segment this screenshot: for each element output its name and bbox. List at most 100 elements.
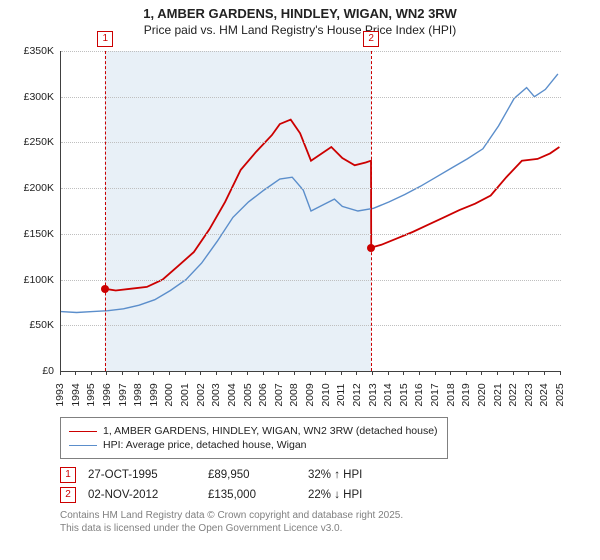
- event-delta: 22% ↓ HPI: [308, 489, 428, 501]
- x-tick-mark: [528, 371, 529, 375]
- x-tick-mark: [419, 371, 420, 375]
- x-tick-mark: [91, 371, 92, 375]
- legend-swatch: [69, 431, 97, 432]
- x-tick-label: 2006: [257, 383, 269, 406]
- x-tick-mark: [481, 371, 482, 375]
- x-tick-mark: [356, 371, 357, 375]
- event-row: 127-OCT-1995£89,95032% ↑ HPI: [60, 467, 600, 483]
- x-tick-mark: [247, 371, 248, 375]
- event-price: £135,000: [208, 489, 308, 501]
- gridline: [61, 97, 561, 98]
- x-tick-label: 2009: [304, 383, 316, 406]
- x-tick-label: 2017: [429, 383, 441, 406]
- event-marker-label: 1: [97, 31, 113, 47]
- gridline: [61, 325, 561, 326]
- x-tick-mark: [278, 371, 279, 375]
- x-tick-mark: [435, 371, 436, 375]
- x-tick-label: 1999: [148, 383, 160, 406]
- x-tick-mark: [106, 371, 107, 375]
- x-tick-mark: [153, 371, 154, 375]
- x-tick-mark: [216, 371, 217, 375]
- x-tick-label: 1995: [85, 383, 97, 406]
- x-tick-label: 2004: [226, 383, 238, 406]
- legend-row: 1, AMBER GARDENS, HINDLEY, WIGAN, WN2 3R…: [69, 425, 439, 437]
- x-tick-mark: [310, 371, 311, 375]
- legend-swatch: [69, 445, 97, 446]
- event-delta: 32% ↑ HPI: [308, 469, 428, 481]
- chart-area: £0£50K£100K£150K£200K£250K£300K£350K 12 …: [10, 41, 570, 411]
- x-tick-mark: [75, 371, 76, 375]
- chart-container: 1, AMBER GARDENS, HINDLEY, WIGAN, WN2 3R…: [0, 0, 600, 560]
- x-tick-label: 1997: [117, 383, 129, 406]
- x-tick-mark: [169, 371, 170, 375]
- gridline: [61, 188, 561, 189]
- gridline: [61, 51, 561, 52]
- x-tick-label: 2020: [476, 383, 488, 406]
- x-tick-mark: [294, 371, 295, 375]
- x-tick-mark: [325, 371, 326, 375]
- event-date: 02-NOV-2012: [88, 489, 208, 501]
- x-tick-label: 2019: [460, 383, 472, 406]
- x-tick-mark: [403, 371, 404, 375]
- x-tick-label: 1994: [70, 383, 82, 406]
- x-tick-label: 2014: [382, 383, 394, 406]
- x-tick-label: 2021: [492, 383, 504, 406]
- x-tick-label: 2005: [242, 383, 254, 406]
- y-tick-label: £50K: [10, 319, 54, 331]
- x-tick-mark: [450, 371, 451, 375]
- x-tick-label: 2002: [195, 383, 207, 406]
- chart-title: 1, AMBER GARDENS, HINDLEY, WIGAN, WN2 3R…: [0, 0, 600, 21]
- x-tick-label: 1993: [54, 383, 66, 406]
- x-tick-label: 2003: [210, 383, 222, 406]
- footer-line-1: Contains HM Land Registry data © Crown c…: [60, 509, 600, 522]
- chart-subtitle: Price paid vs. HM Land Registry's House …: [0, 21, 600, 41]
- event-date: 27-OCT-1995: [88, 469, 208, 481]
- legend-row: HPI: Average price, detached house, Wiga…: [69, 439, 439, 451]
- y-tick-label: £300K: [10, 91, 54, 103]
- x-tick-label: 2025: [554, 383, 566, 406]
- x-tick-label: 1998: [132, 383, 144, 406]
- x-tick-label: 2024: [538, 383, 550, 406]
- footer-note: Contains HM Land Registry data © Crown c…: [60, 509, 600, 535]
- x-tick-label: 2013: [367, 383, 379, 406]
- y-tick-label: £250K: [10, 136, 54, 148]
- y-tick-label: £350K: [10, 45, 54, 57]
- x-tick-label: 2000: [163, 383, 175, 406]
- x-tick-mark: [263, 371, 264, 375]
- plot-svg: [61, 51, 561, 371]
- x-tick-mark: [60, 371, 61, 375]
- x-tick-mark: [466, 371, 467, 375]
- x-tick-label: 2022: [507, 383, 519, 406]
- event-dot: [367, 244, 375, 252]
- x-tick-label: 2008: [288, 383, 300, 406]
- y-tick-label: £100K: [10, 274, 54, 286]
- x-tick-label: 2007: [273, 383, 285, 406]
- legend-box: 1, AMBER GARDENS, HINDLEY, WIGAN, WN2 3R…: [60, 417, 448, 459]
- x-tick-label: 1996: [101, 383, 113, 406]
- x-tick-mark: [544, 371, 545, 375]
- y-tick-label: £200K: [10, 182, 54, 194]
- x-tick-mark: [372, 371, 373, 375]
- x-tick-label: 2001: [179, 383, 191, 406]
- x-tick-mark: [122, 371, 123, 375]
- gridline: [61, 234, 561, 235]
- gridline: [61, 142, 561, 143]
- sale-events-table: 127-OCT-1995£89,95032% ↑ HPI202-NOV-2012…: [60, 467, 600, 503]
- x-tick-mark: [388, 371, 389, 375]
- event-vline: [105, 51, 106, 371]
- y-tick-label: £0: [10, 365, 54, 377]
- plot-region: 12: [60, 51, 561, 372]
- event-dot: [101, 285, 109, 293]
- x-tick-mark: [497, 371, 498, 375]
- gridline: [61, 280, 561, 281]
- event-marker-icon: 2: [60, 487, 76, 503]
- x-tick-mark: [513, 371, 514, 375]
- event-marker-icon: 1: [60, 467, 76, 483]
- x-tick-label: 2011: [335, 384, 347, 407]
- x-tick-mark: [560, 371, 561, 375]
- x-tick-label: 2010: [320, 383, 332, 406]
- legend-label: 1, AMBER GARDENS, HINDLEY, WIGAN, WN2 3R…: [103, 425, 438, 437]
- y-tick-label: £150K: [10, 228, 54, 240]
- legend-label: HPI: Average price, detached house, Wiga…: [103, 439, 307, 451]
- x-tick-mark: [185, 371, 186, 375]
